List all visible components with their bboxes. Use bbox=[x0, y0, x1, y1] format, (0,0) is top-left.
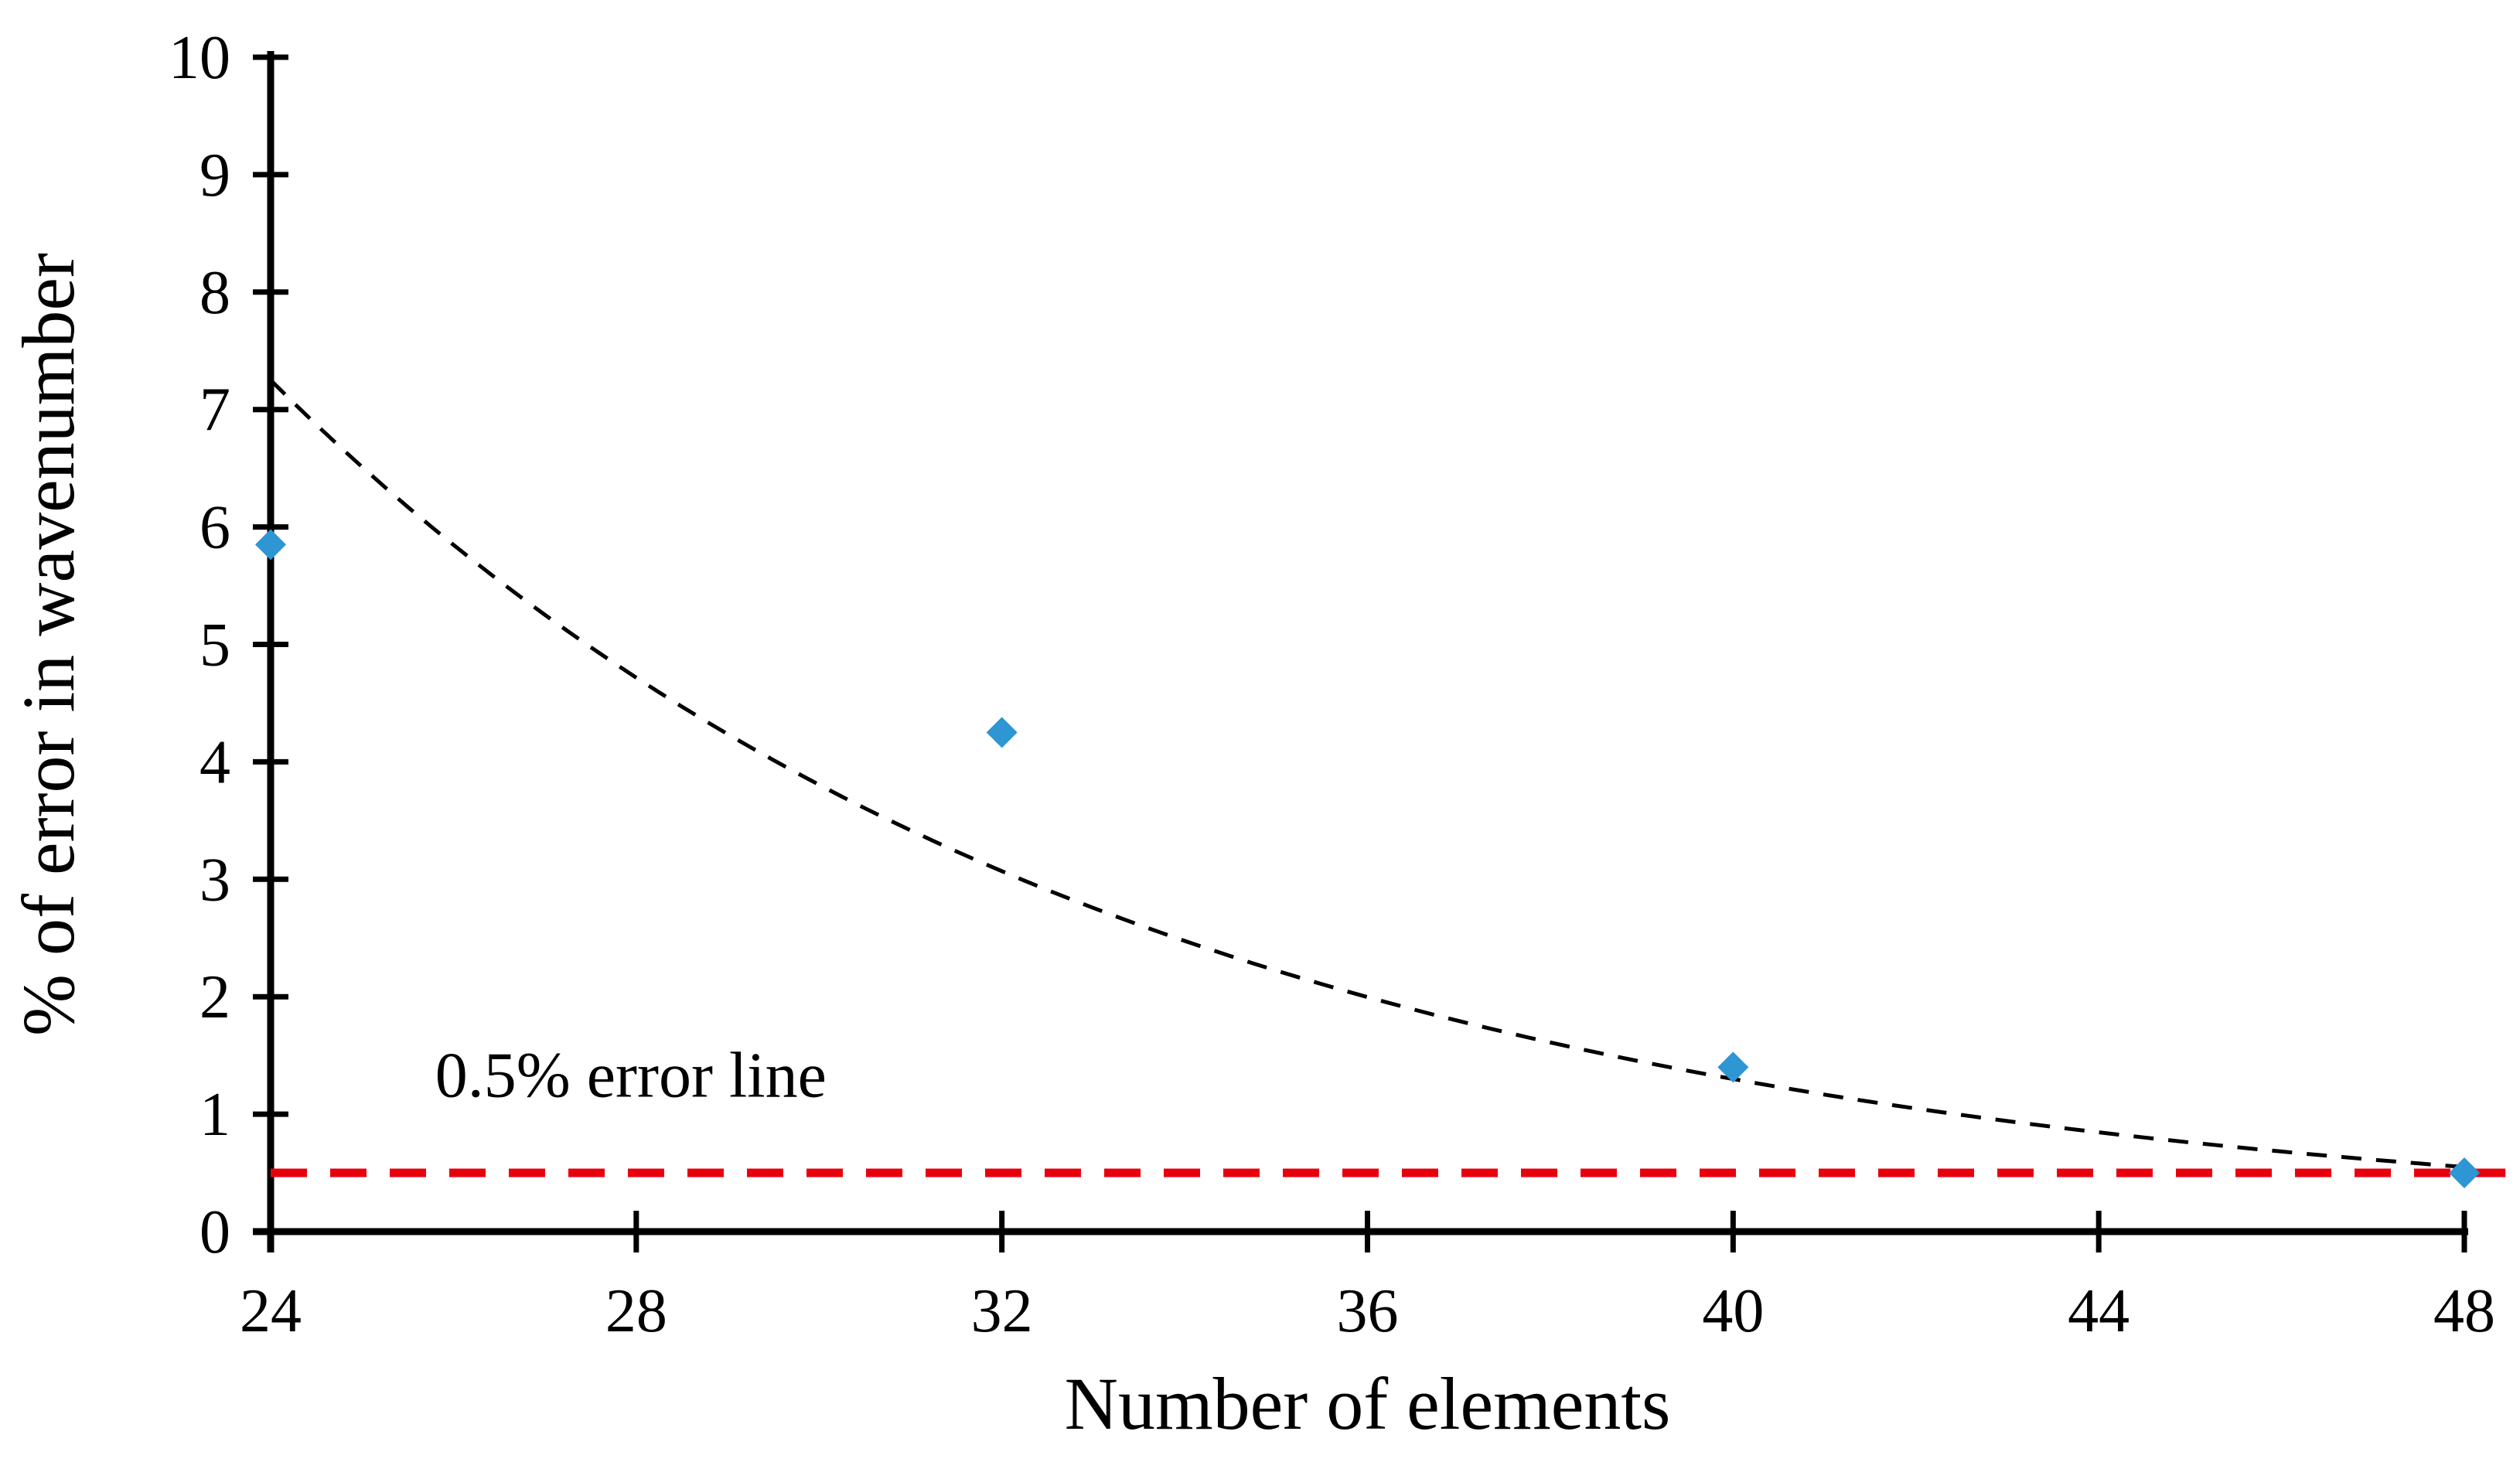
y-axis-title: % of error in wavenumber bbox=[7, 253, 90, 1036]
x-tick-label: 44 bbox=[2068, 1277, 2130, 1345]
x-tick-label: 48 bbox=[2433, 1277, 2495, 1345]
trend-curve-dashed bbox=[269, 378, 2465, 1169]
y-tick-label: 9 bbox=[199, 141, 230, 210]
x-tick-labels: 24 28 32 36 40 44 48 bbox=[240, 1277, 2495, 1345]
x-tick-label: 40 bbox=[1702, 1277, 1764, 1345]
data-points bbox=[255, 529, 2480, 1189]
y-tick-label: 8 bbox=[199, 259, 230, 327]
y-tick-label: 1 bbox=[199, 1081, 230, 1149]
data-point-diamond bbox=[255, 529, 286, 561]
y-tick-label: 0 bbox=[199, 1198, 230, 1266]
x-tick-label: 32 bbox=[971, 1277, 1033, 1345]
y-tick-label: 4 bbox=[199, 728, 230, 796]
data-point-diamond bbox=[1717, 1051, 1749, 1083]
x-tick-label: 24 bbox=[240, 1277, 302, 1345]
y-tick-label: 10 bbox=[169, 24, 230, 92]
y-tick-labels: 0 1 2 3 4 5 6 7 8 9 10 bbox=[169, 24, 230, 1266]
y-tick-label: 3 bbox=[199, 846, 230, 914]
annotation-label: 0.5% error line bbox=[435, 1039, 827, 1111]
y-tick-label: 6 bbox=[199, 494, 230, 562]
x-tick-label: 28 bbox=[605, 1277, 667, 1345]
y-tick-label: 2 bbox=[199, 963, 230, 1031]
y-tick-label: 5 bbox=[199, 612, 230, 680]
x-tick-label: 36 bbox=[1337, 1277, 1399, 1345]
y-tick-label: 7 bbox=[199, 377, 230, 445]
axes bbox=[253, 51, 2468, 1252]
data-point-diamond bbox=[2449, 1157, 2480, 1189]
data-point-diamond bbox=[986, 717, 1018, 748]
x-axis-title: Number of elements bbox=[1065, 1362, 1671, 1445]
